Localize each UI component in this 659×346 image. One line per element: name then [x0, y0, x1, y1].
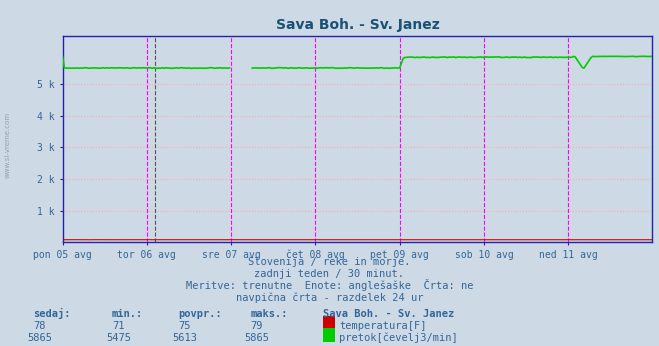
Text: povpr.:: povpr.:	[178, 309, 221, 319]
Text: 71: 71	[113, 321, 125, 331]
Text: 5865: 5865	[244, 333, 270, 343]
Text: maks.:: maks.:	[250, 309, 288, 319]
Text: min.:: min.:	[112, 309, 143, 319]
Title: Sava Boh. - Sv. Janez: Sava Boh. - Sv. Janez	[275, 18, 440, 33]
Text: sedaj:: sedaj:	[33, 308, 71, 319]
Text: zadnji teden / 30 minut.: zadnji teden / 30 minut.	[254, 269, 405, 279]
Text: 5475: 5475	[106, 333, 131, 343]
Text: pretok[čevelj3/min]: pretok[čevelj3/min]	[339, 332, 458, 343]
Text: 78: 78	[34, 321, 45, 331]
Text: Sava Boh. - Sv. Janez: Sava Boh. - Sv. Janez	[323, 309, 454, 319]
Text: Slovenija / reke in morje.: Slovenija / reke in morje.	[248, 257, 411, 267]
Text: 75: 75	[179, 321, 190, 331]
Text: temperatura[F]: temperatura[F]	[339, 321, 427, 331]
Text: navpična črta - razdelek 24 ur: navpična črta - razdelek 24 ur	[236, 292, 423, 303]
Text: 5613: 5613	[172, 333, 197, 343]
Text: 79: 79	[251, 321, 263, 331]
Text: Meritve: trenutne  Enote: anglešaške  Črta: ne: Meritve: trenutne Enote: anglešaške Črta…	[186, 279, 473, 291]
Text: 5865: 5865	[27, 333, 52, 343]
Text: www.si-vreme.com: www.si-vreme.com	[5, 112, 11, 179]
